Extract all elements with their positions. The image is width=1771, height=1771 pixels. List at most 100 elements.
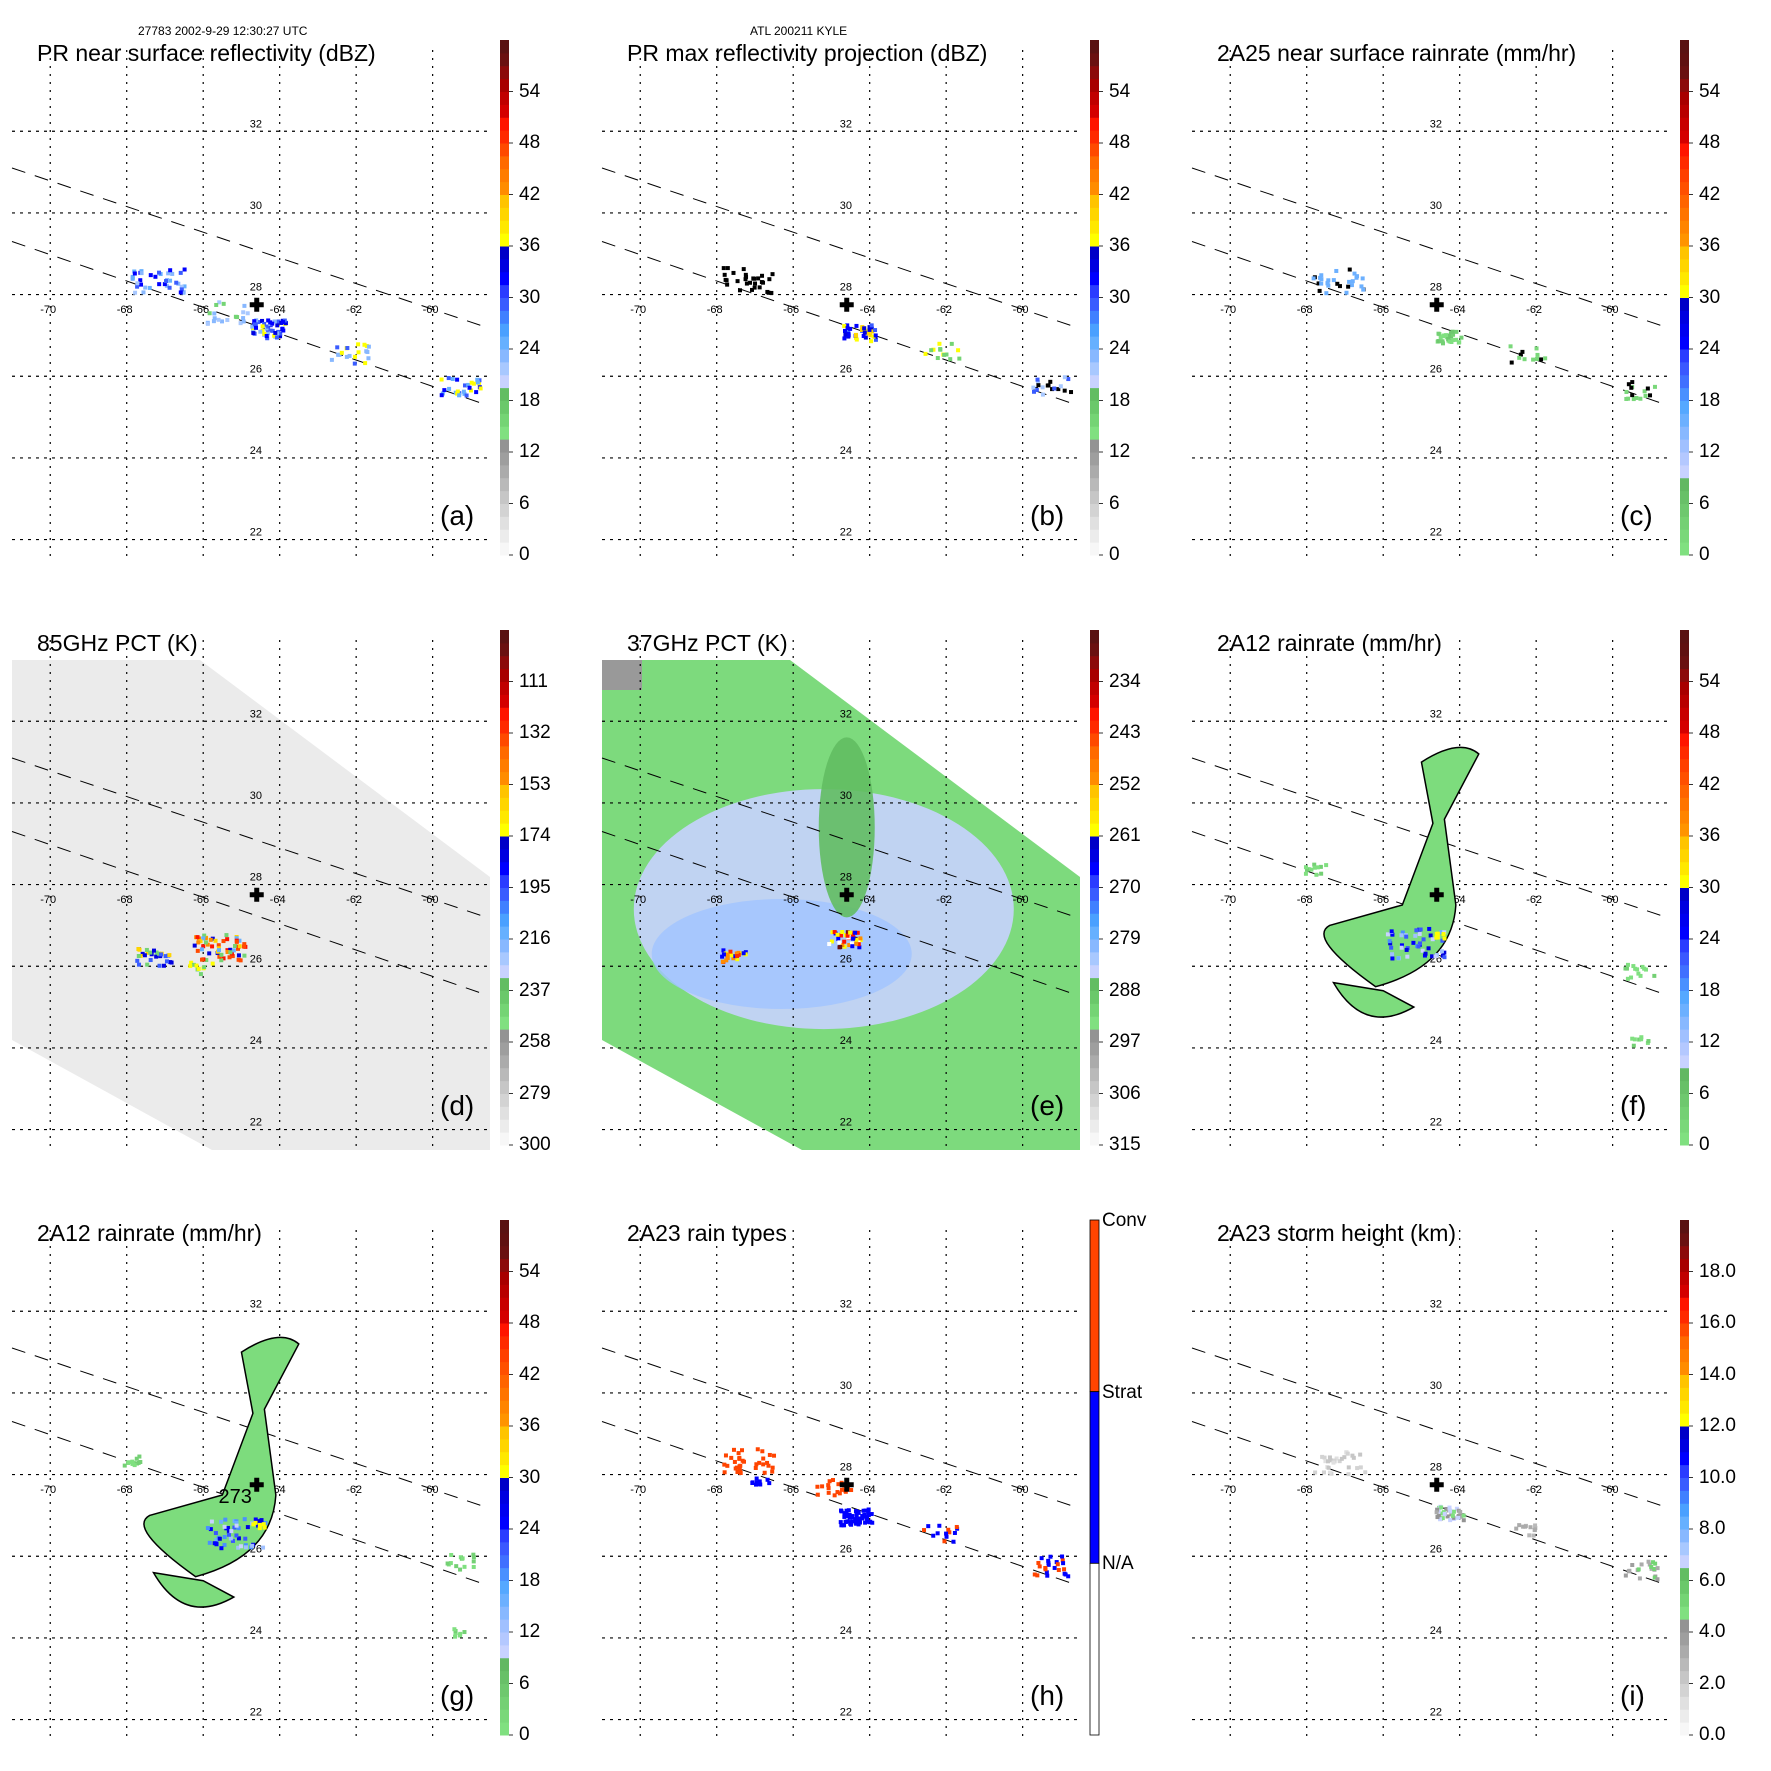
- data-pixel: [1439, 339, 1444, 344]
- colorbar-segment: [1090, 939, 1099, 953]
- data-pixel: [205, 1526, 210, 1531]
- data-pixel: [848, 1521, 853, 1526]
- lon-tick-label: -66: [193, 894, 209, 906]
- colorbar-segment: [500, 1245, 509, 1260]
- data-pixel: [163, 954, 168, 959]
- lon-tick-label: -62: [1526, 894, 1542, 906]
- colorbar-tick-label: 12: [1109, 441, 1131, 462]
- data-pixel: [222, 1524, 227, 1529]
- colorbar-segment: [500, 939, 509, 953]
- data-pixel: [1430, 937, 1435, 942]
- colorbar-segment: [1090, 246, 1099, 260]
- data-pixel: [199, 947, 204, 952]
- pr-swath-edge: [601, 167, 1077, 328]
- data-pixel: [1326, 1459, 1331, 1464]
- data-pixel: [736, 1451, 741, 1456]
- lat-tick-label: 32: [250, 118, 262, 130]
- data-pixel: [856, 939, 861, 944]
- data-pixel: [471, 1564, 476, 1569]
- colorbar-segment: [1090, 836, 1099, 850]
- colorbar-segment: [1090, 990, 1099, 1004]
- data-pixel: [1052, 1565, 1057, 1570]
- data-pixel: [725, 282, 730, 287]
- data-pixel: [256, 320, 261, 325]
- storm-center-icon: [839, 297, 854, 312]
- panel-title: PR max reflectivity projection (dBZ): [627, 40, 988, 66]
- data-pixel: [929, 348, 934, 353]
- colorbar-segment: [1680, 1619, 1689, 1633]
- data-pixel: [356, 342, 361, 347]
- data-pixel: [863, 1520, 868, 1525]
- swath-background: [12, 660, 490, 1150]
- data-pixel: [938, 347, 943, 352]
- data-pixel: [1052, 386, 1057, 391]
- colorbar-segment: [1680, 65, 1689, 80]
- colorbar-segment: [1680, 1323, 1689, 1337]
- data-pixel: [732, 1459, 737, 1464]
- colorbar-segment: [1090, 117, 1099, 131]
- lat-tick-label: 24: [1430, 1035, 1442, 1047]
- data-pixel: [944, 1534, 949, 1539]
- data-pixel: [452, 1627, 457, 1632]
- panel-label: (i): [1620, 1680, 1645, 1711]
- lat-tick-label: 26: [840, 953, 852, 965]
- lon-tick-label: -68: [1297, 304, 1313, 316]
- data-pixel: [329, 357, 334, 362]
- data-pixel: [363, 361, 368, 366]
- lat-tick-label: 30: [250, 200, 262, 212]
- colorbar-segment: [1090, 464, 1099, 479]
- data-pixel: [154, 954, 159, 959]
- data-pixel: [1043, 1565, 1048, 1570]
- data-pixel: [954, 1524, 959, 1529]
- colorbar-segment: [500, 964, 509, 979]
- colorbar-segment: [1090, 874, 1099, 888]
- data-pixel: [182, 267, 187, 272]
- colorbar-segment: [500, 65, 509, 80]
- colorbar-segment: [1090, 323, 1099, 337]
- data-pixel: [922, 1528, 927, 1533]
- data-pixel: [1399, 945, 1404, 950]
- colorbar-tick-label: 54: [1109, 80, 1131, 102]
- data-pixel: [957, 356, 962, 361]
- colorbar-segment: [1680, 1400, 1689, 1414]
- panel-label: (b): [1030, 500, 1065, 531]
- lon-tick-label: -70: [40, 894, 56, 906]
- data-pixel: [462, 1564, 467, 1569]
- data-pixel: [168, 278, 173, 283]
- data-pixel: [1421, 937, 1426, 942]
- data-pixel: [1062, 375, 1067, 380]
- data-pixel: [281, 328, 286, 333]
- data-pixel: [1450, 329, 1455, 334]
- data-pixel: [853, 1520, 858, 1525]
- colorbar-segment: [1680, 1580, 1689, 1594]
- colorbar-tick-label: 6: [519, 492, 530, 514]
- data-pixel: [1056, 387, 1061, 392]
- lon-tick-label: -66: [193, 304, 209, 316]
- colorbar-segment: [1090, 1106, 1099, 1120]
- data-pixel: [765, 1477, 770, 1482]
- colorbar-segment: [500, 387, 509, 401]
- data-pixel: [1417, 932, 1422, 937]
- colorbar-segment: [1680, 861, 1689, 876]
- colorbar-segment: [500, 1632, 509, 1646]
- data-pixel: [268, 328, 273, 333]
- colorbar-segment: [500, 1413, 509, 1427]
- colorbar-tick-label: 48: [1109, 132, 1131, 153]
- colorbar-segment: [1680, 758, 1689, 773]
- colorbar-segment: [500, 1529, 509, 1543]
- data-pixel: [750, 1481, 755, 1486]
- data-pixel: [209, 1519, 214, 1524]
- colorbar-segment: [1090, 130, 1099, 144]
- data-pixel: [278, 334, 283, 339]
- colorbar-segment: [1680, 964, 1689, 979]
- data-pixel: [260, 328, 265, 333]
- data-pixel: [725, 266, 730, 271]
- data-pixel: [253, 1517, 258, 1522]
- panel-label: (g): [440, 1680, 475, 1711]
- colorbar-segment: [500, 117, 509, 131]
- data-pixel: [767, 1452, 772, 1457]
- data-pixel: [952, 1530, 957, 1535]
- data-pixel: [260, 324, 265, 329]
- data-pixel: [214, 1542, 219, 1547]
- data-pixel: [262, 331, 267, 336]
